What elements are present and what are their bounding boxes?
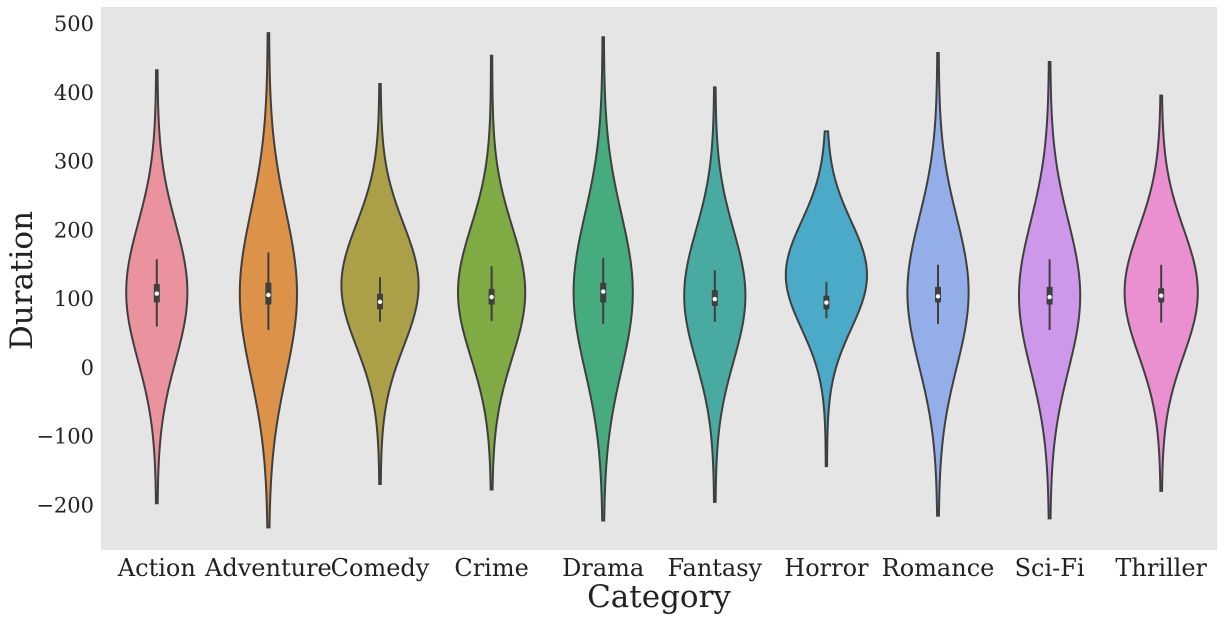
y-axis-ticks: −200 −100 0 100 200 300 400 500 xyxy=(36,12,94,517)
x-axis-title: Category xyxy=(587,579,731,615)
y-tick-label: −200 xyxy=(36,493,94,517)
violin-median-dot xyxy=(377,299,383,305)
y-tick-label: 200 xyxy=(54,218,94,242)
violin-median-dot xyxy=(1047,294,1052,300)
y-tick-label: 100 xyxy=(54,287,94,311)
x-tick-label: Action xyxy=(117,554,196,582)
violin-median-dot xyxy=(935,294,941,299)
y-tick-label: 500 xyxy=(54,12,94,36)
x-tick-label: Drama xyxy=(562,554,644,582)
y-tick-label: 400 xyxy=(54,81,94,105)
y-tick-label: 0 xyxy=(81,356,94,380)
y-tick-label: −100 xyxy=(36,425,94,449)
violins xyxy=(125,32,1199,529)
x-tick-label: Thriller xyxy=(1115,554,1207,582)
x-tick-label: Comedy xyxy=(331,554,430,582)
x-tick-label: Sci-Fi xyxy=(1015,554,1085,582)
x-tick-label: Horror xyxy=(784,554,869,582)
violin-median-dot xyxy=(266,292,271,298)
violin-median-dot xyxy=(1159,293,1164,298)
violin-median-dot xyxy=(489,294,494,300)
x-tick-label: Romance xyxy=(882,554,995,582)
violin-median-dot xyxy=(601,289,606,294)
x-tick-label: Crime xyxy=(454,554,528,582)
y-tick-label: 300 xyxy=(54,150,94,174)
y-axis-title: Duration xyxy=(4,211,40,350)
violin-median-dot xyxy=(712,296,717,302)
violin-median-dot xyxy=(824,300,829,305)
x-tick-label: Adventure xyxy=(204,554,332,582)
x-tick-label: Fantasy xyxy=(667,554,762,582)
violin-median-dot xyxy=(154,291,159,296)
